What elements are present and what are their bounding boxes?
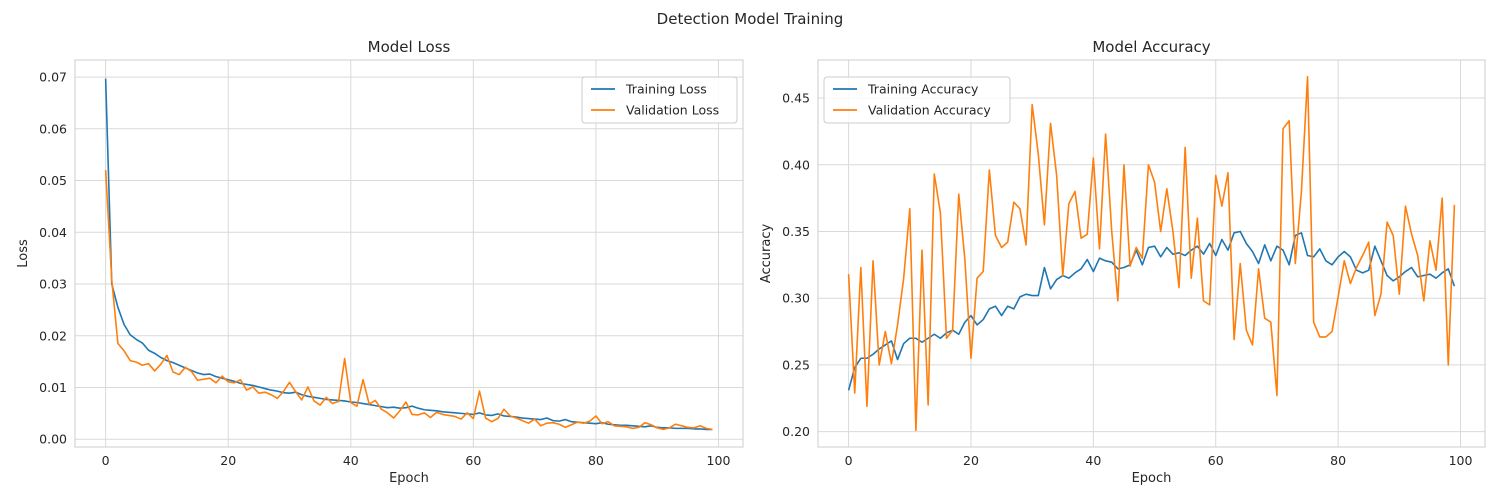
chart-1-legend-box bbox=[581, 76, 738, 124]
chart-1-title: Model Loss bbox=[368, 38, 451, 56]
chart-1-legend: Training Loss Validation Loss bbox=[581, 76, 738, 124]
chart-1-xtick-label: 20 bbox=[220, 453, 236, 468]
chart-1-ytick-label: 0.03 bbox=[39, 277, 67, 292]
chart-2-ytick-label: 0.35 bbox=[782, 224, 810, 239]
chart-2-ytick-label: 0.45 bbox=[782, 91, 810, 106]
chart-2-legend: Training Accuracy Validation Accuracy bbox=[823, 76, 1011, 124]
chart-1-xtick-label: 80 bbox=[588, 453, 604, 468]
chart-2-ytick-label: 0.20 bbox=[782, 424, 810, 439]
chart-2-xtick-label: 40 bbox=[1085, 453, 1101, 468]
chart-1-ytick-label: 0.07 bbox=[39, 70, 67, 85]
chart-2-ytick-label: 0.25 bbox=[782, 357, 810, 372]
chart-1-xtick-label: 0 bbox=[102, 453, 110, 468]
chart-2-xtick-label: 80 bbox=[1330, 453, 1346, 468]
chart-1-ytick-label: 0.01 bbox=[39, 380, 67, 395]
chart-panel-accuracy: 0 20 40 60 80 100 0.20 0.25 0.30 0.35 0.40 0.45 Epoc… bbox=[759, 38, 1486, 486]
chart-1-xtick-label: 60 bbox=[465, 453, 481, 468]
chart-1-ylabel: Loss bbox=[16, 239, 31, 268]
chart-1-legend-label: Training Loss bbox=[625, 82, 707, 97]
chart-1-series-validation-loss bbox=[104, 170, 713, 431]
chart-1-xtick-label: 40 bbox=[343, 453, 359, 468]
chart-1-plot-area bbox=[75, 60, 743, 447]
chart-2-frame bbox=[817, 59, 1486, 448]
chart-2-ytick-label: 0.40 bbox=[782, 157, 810, 172]
chart-2-title: Model Accuracy bbox=[1092, 38, 1210, 56]
chart-2-ylabel: Accuracy bbox=[759, 224, 774, 284]
chart-1-ytick-label: 0.02 bbox=[39, 328, 67, 343]
chart-2-xtick-label: 20 bbox=[963, 453, 979, 468]
chart-1-xtick-label: 100 bbox=[707, 453, 731, 468]
chart-2-legend-label: Training Accuracy bbox=[867, 82, 979, 97]
chart-2-xtick-label: 0 bbox=[845, 453, 853, 468]
chart-2-xtick-label: 60 bbox=[1208, 453, 1224, 468]
chart-2-series-validation-accuracy bbox=[847, 75, 1456, 432]
chart-1-ytick-label: 0.06 bbox=[39, 121, 67, 136]
chart-2-legend-label: Validation Accuracy bbox=[868, 103, 991, 118]
chart-2-xlabel: Epoch bbox=[1132, 471, 1172, 486]
chart-1-ytick-label: 0.04 bbox=[39, 225, 67, 240]
chart-2-legend-box bbox=[823, 76, 1011, 124]
chart-panel-loss: 0 20 40 60 80 100 0.00 0.01 0.02 0.03 0.04 0.05 0.06… bbox=[16, 38, 744, 486]
chart-1-xlabel: Epoch bbox=[389, 471, 429, 486]
chart-1-ytick-label: 0.00 bbox=[39, 432, 67, 447]
chart-1-ytick-label: 0.05 bbox=[39, 173, 67, 188]
chart-1-legend-label: Validation Loss bbox=[626, 103, 719, 118]
chart-2-xtick-label: 100 bbox=[1449, 453, 1473, 468]
chart-2-ytick-label: 0.30 bbox=[782, 291, 810, 306]
figure-suptitle: Detection Model Training bbox=[657, 10, 844, 28]
chart-2-series-training-accuracy bbox=[847, 230, 1456, 391]
chart-1-frame bbox=[74, 59, 744, 448]
